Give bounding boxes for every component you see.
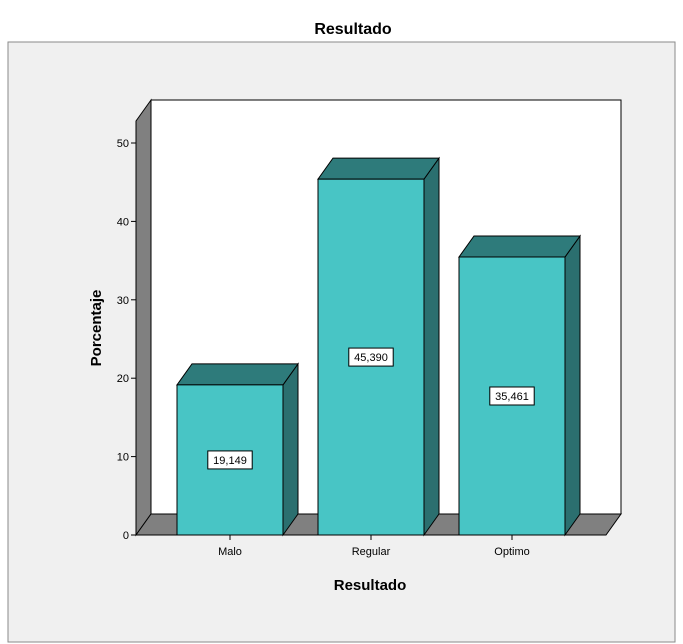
data-label-box [207, 450, 253, 470]
data-label-box [348, 347, 394, 367]
data-label-box [489, 386, 535, 406]
y-axis: 0 10 20 30 40 50 [117, 138, 137, 542]
x-tick-label: Optimo [494, 546, 529, 558]
data-label: 45,390 [354, 352, 388, 364]
bars-group: 19,149 45,390 35,461 [176, 156, 581, 537]
data-label: 19,149 [213, 455, 247, 467]
y-axis-title: Porcentaje [88, 290, 105, 367]
x-axis-title: Resultado [334, 577, 407, 594]
bar-top-face [458, 235, 581, 258]
bar-top-face [176, 363, 299, 386]
y-tick-label: 0 [123, 530, 129, 542]
bar-optimo: 35,461 [458, 234, 581, 537]
chart-title: Resultado [314, 21, 392, 38]
bar-side-face [564, 234, 581, 537]
bar-side-face [282, 362, 299, 537]
x-axis: Malo Regular Optimo [218, 535, 530, 558]
bar-side-face [423, 156, 440, 537]
y-tick-label: 50 [117, 138, 129, 150]
y-tick-label: 10 [117, 452, 129, 464]
bar-regular: 45,390 [317, 156, 440, 537]
y-tick-label: 20 [117, 373, 129, 385]
data-label: 35,461 [495, 391, 529, 403]
x-tick-label: Malo [218, 546, 242, 558]
bar-malo: 19,149 [176, 362, 299, 537]
x-tick-label: Regular [352, 546, 391, 558]
y-tick-label: 40 [117, 216, 129, 228]
y-tick-label: 30 [117, 295, 129, 307]
side-wall [135, 98, 152, 537]
bar-top-face [317, 157, 440, 180]
